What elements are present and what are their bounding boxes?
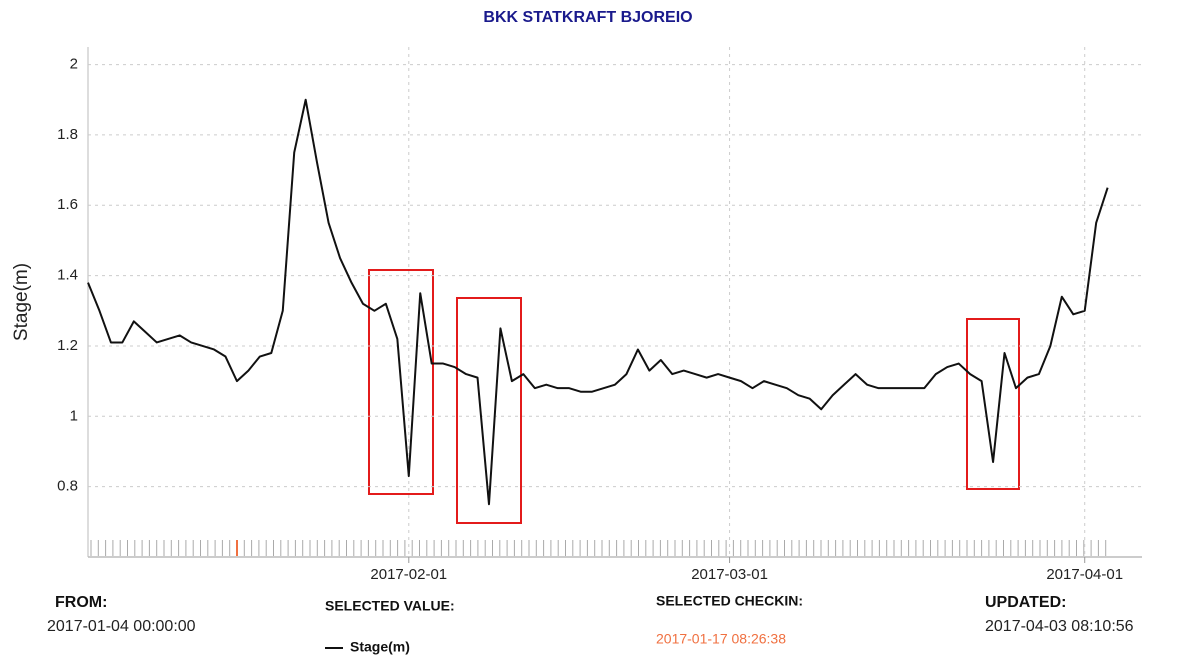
y-tick-label: 1: [70, 407, 78, 424]
from-value: 2017-01-04 00:00:00: [47, 618, 196, 635]
from-label: FROM:: [55, 594, 107, 611]
selected-checkin-label: SELECTED CHECKIN:: [656, 593, 803, 609]
y-tick-label: 1.8: [57, 126, 78, 143]
x-tick-label: 2017-02-01: [370, 566, 447, 583]
annotation-boxes: [368, 269, 1020, 524]
selected-value-label: SELECTED VALUE:: [325, 598, 455, 614]
y-tick-label: 1.6: [57, 196, 78, 213]
updated-label: UPDATED:: [985, 594, 1066, 611]
selected-checkin-value: 2017-01-17 08:26:38: [656, 631, 786, 647]
y-tick-label: 1.4: [57, 267, 78, 284]
legend-entry: Stage(m): [350, 639, 410, 655]
annotation-box: [966, 318, 1020, 490]
annotation-box: [456, 297, 522, 524]
x-tick-label: 2017-04-01: [1046, 566, 1123, 583]
y-tick-label: 2: [70, 56, 78, 73]
chart-title: BKK STATKRAFT BJOREIO: [483, 9, 692, 26]
updated-value: 2017-04-03 08:10:56: [985, 618, 1134, 635]
checkin-strip: [90, 540, 1107, 556]
annotation-box: [368, 269, 434, 495]
y-tick-label: 0.8: [57, 478, 78, 495]
y-tick-label: 1.2: [57, 337, 78, 354]
x-tick-label: 2017-03-01: [691, 566, 768, 583]
data-line: [87, 98, 1109, 506]
y-axis-label: Stage(m): [11, 263, 32, 341]
